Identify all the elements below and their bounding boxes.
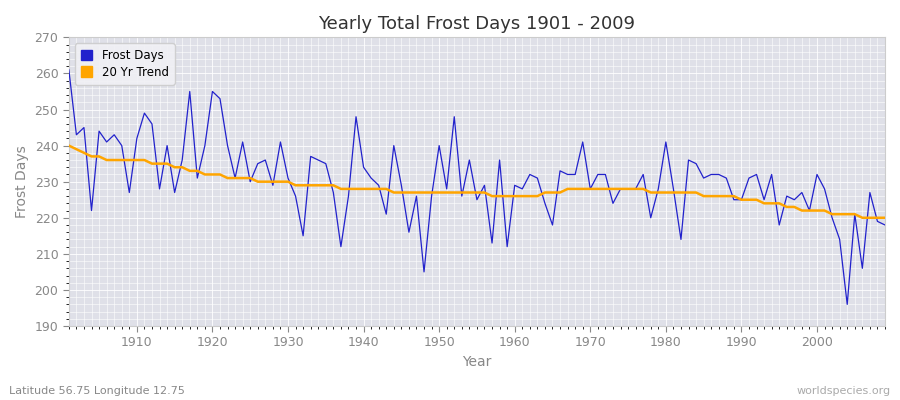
Text: Latitude 56.75 Longitude 12.75: Latitude 56.75 Longitude 12.75: [9, 386, 184, 396]
Text: worldspecies.org: worldspecies.org: [796, 386, 891, 396]
Title: Yearly Total Frost Days 1901 - 2009: Yearly Total Frost Days 1901 - 2009: [319, 15, 635, 33]
Legend: Frost Days, 20 Yr Trend: Frost Days, 20 Yr Trend: [75, 43, 175, 84]
Y-axis label: Frost Days: Frost Days: [15, 145, 29, 218]
X-axis label: Year: Year: [463, 355, 491, 369]
